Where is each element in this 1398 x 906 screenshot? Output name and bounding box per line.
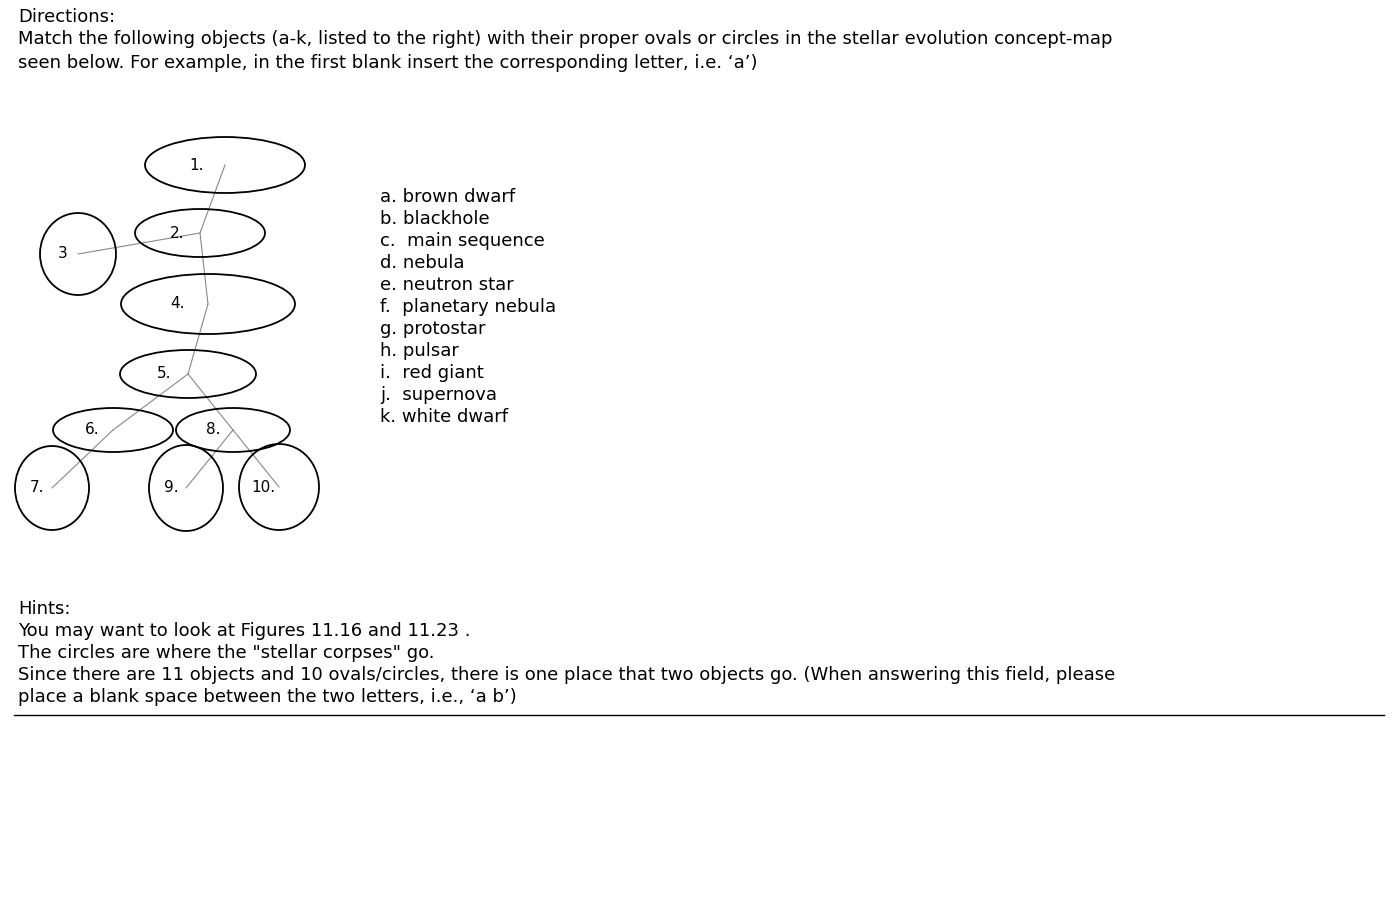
Text: 9.: 9. [164, 480, 179, 496]
Text: seen below. For example, in the first blank insert the corresponding letter, i.e: seen below. For example, in the first bl… [18, 54, 758, 72]
Text: Directions:: Directions: [18, 8, 115, 26]
Text: d. nebula: d. nebula [380, 254, 464, 272]
Text: i.  red giant: i. red giant [380, 364, 484, 382]
Text: k. white dwarf: k. white dwarf [380, 408, 507, 426]
Text: You may want to look at Figures 11.16 and 11.23 .: You may want to look at Figures 11.16 an… [18, 622, 471, 640]
Text: j.  supernova: j. supernova [380, 386, 498, 404]
Text: f.  planetary nebula: f. planetary nebula [380, 298, 556, 316]
Text: 5.: 5. [157, 367, 172, 381]
Text: The circles are where the "stellar corpses" go.: The circles are where the "stellar corps… [18, 644, 435, 662]
Text: 2.: 2. [171, 226, 185, 240]
Text: 8.: 8. [206, 422, 221, 438]
Text: 3: 3 [57, 246, 67, 262]
Text: 4.: 4. [171, 296, 185, 312]
Text: g. protostar: g. protostar [380, 320, 485, 338]
Text: Since there are 11 objects and 10 ovals/circles, there is one place that two obj: Since there are 11 objects and 10 ovals/… [18, 666, 1116, 684]
Text: a. brown dwarf: a. brown dwarf [380, 188, 514, 206]
Text: place a blank space between the two letters, i.e., ‘a b’): place a blank space between the two lett… [18, 688, 517, 706]
Text: Hints:: Hints: [18, 600, 70, 618]
Text: e. neutron star: e. neutron star [380, 276, 513, 294]
Text: 6.: 6. [85, 422, 99, 438]
Text: 7.: 7. [29, 480, 45, 496]
Text: 10.: 10. [250, 479, 275, 495]
Text: Match the following objects (a-k, listed to the right) with their proper ovals o: Match the following objects (a-k, listed… [18, 30, 1113, 48]
Text: b. blackhole: b. blackhole [380, 210, 489, 228]
Text: 1.: 1. [190, 158, 204, 172]
Text: c.  main sequence: c. main sequence [380, 232, 545, 250]
Text: h. pulsar: h. pulsar [380, 342, 459, 360]
